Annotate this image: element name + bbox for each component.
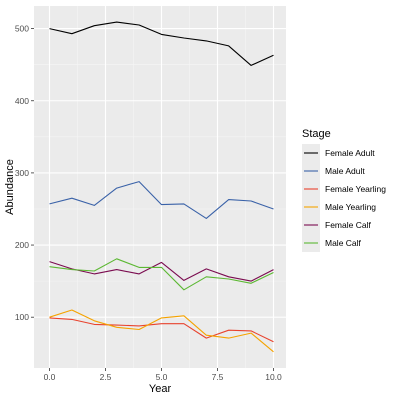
x-tick-label: 5.0 xyxy=(156,372,168,382)
legend-label-female-yearling: Female Yearling xyxy=(325,184,386,194)
legend-key-background xyxy=(302,144,320,252)
legend-label-male-calf: Male Calf xyxy=(325,238,362,248)
minor-gridlines xyxy=(34,6,286,368)
legend-label-female-adult: Female Adult xyxy=(325,148,375,158)
y-tick-label: 100 xyxy=(15,312,29,322)
x-tick-label: 2.5 xyxy=(100,372,112,382)
x-tick-label: 0.0 xyxy=(44,372,56,382)
plot-background xyxy=(34,6,286,368)
legend-title: Stage xyxy=(302,128,331,140)
y-tick-label: 500 xyxy=(15,24,29,34)
y-tick-label: 300 xyxy=(15,168,29,178)
legend-label-female-calf: Female Calf xyxy=(325,220,371,230)
series-line-male-yearling xyxy=(49,309,274,353)
series-line-male-calf xyxy=(49,258,274,291)
y-axis-title: Abundance xyxy=(4,159,16,215)
major-gridlines xyxy=(34,6,286,368)
legend-label-male-yearling: Male Yearling xyxy=(325,202,376,212)
legend-label-male-adult: Male Adult xyxy=(325,166,365,176)
y-axis-ticks: 100 200 300 400 500 xyxy=(15,24,34,322)
x-tick-label: 10.0 xyxy=(265,372,282,382)
x-axis-title: Year xyxy=(149,383,172,395)
x-axis-ticks: 0.0 2.5 5.0 7.5 10.0 xyxy=(44,368,282,382)
x-tick-label: 7.5 xyxy=(212,372,224,382)
series-lines xyxy=(49,21,274,353)
series-line-female-adult xyxy=(49,21,274,66)
y-tick-label: 200 xyxy=(15,240,29,250)
series-line-female-yearling xyxy=(49,317,274,343)
legend: Stage Female Adult Male Adult Female Yearl… xyxy=(302,128,386,252)
series-line-female-calf xyxy=(49,261,274,282)
series-line-male-adult xyxy=(49,181,274,219)
y-tick-label: 400 xyxy=(15,96,29,106)
